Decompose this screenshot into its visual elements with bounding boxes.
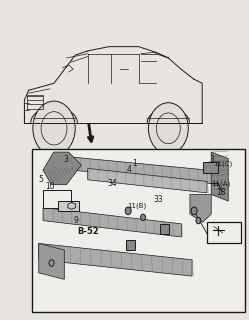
- Polygon shape: [88, 168, 207, 193]
- Text: 3: 3: [63, 156, 68, 164]
- Polygon shape: [39, 244, 64, 279]
- Bar: [43, 189, 71, 208]
- Text: 33: 33: [153, 195, 163, 204]
- Polygon shape: [39, 244, 192, 276]
- Text: 18: 18: [217, 188, 226, 197]
- Text: 11(B): 11(B): [127, 202, 146, 209]
- Polygon shape: [71, 157, 224, 185]
- Polygon shape: [43, 152, 81, 185]
- Circle shape: [196, 217, 201, 224]
- Circle shape: [33, 101, 75, 156]
- Bar: [58, 201, 79, 211]
- Polygon shape: [211, 152, 228, 201]
- Text: 1: 1: [132, 159, 137, 168]
- Circle shape: [148, 103, 188, 154]
- Bar: [160, 224, 169, 234]
- Text: 4: 4: [127, 165, 132, 174]
- Bar: [32, 149, 245, 312]
- Bar: [203, 162, 218, 173]
- Text: 9: 9: [73, 216, 78, 225]
- Text: 11(A): 11(A): [212, 181, 231, 187]
- Text: 5: 5: [39, 175, 44, 184]
- Circle shape: [191, 207, 197, 215]
- Text: 11(C): 11(C): [213, 161, 232, 167]
- Text: 10: 10: [45, 182, 55, 191]
- Circle shape: [156, 113, 180, 144]
- Bar: [126, 240, 134, 250]
- Circle shape: [41, 112, 67, 145]
- Text: B-52: B-52: [77, 227, 99, 236]
- Polygon shape: [43, 208, 181, 237]
- Text: 34: 34: [107, 179, 117, 188]
- Text: 3: 3: [209, 156, 214, 164]
- Polygon shape: [190, 195, 211, 222]
- Bar: [207, 222, 241, 244]
- Circle shape: [125, 207, 131, 215]
- Circle shape: [141, 214, 146, 220]
